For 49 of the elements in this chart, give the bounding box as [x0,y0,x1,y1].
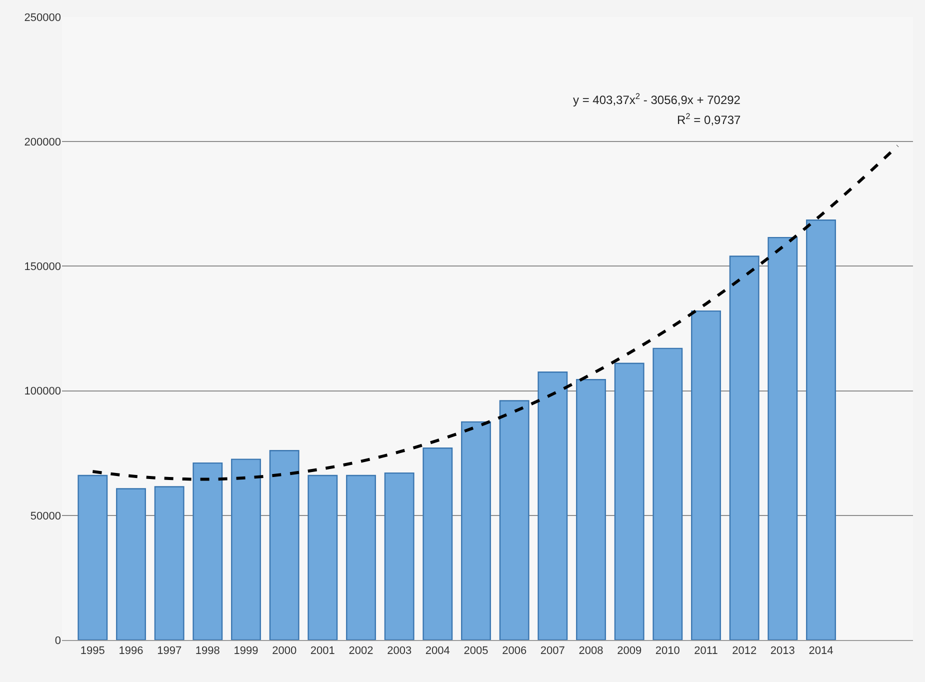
x-tick-label: 2007 [540,645,565,658]
bar [729,256,760,640]
bar [652,348,683,640]
bar [806,220,836,640]
bar [346,474,376,640]
x-tick-label: 2006 [502,645,527,658]
x-tick-label: 2008 [578,645,604,658]
x-tick-label: 1997 [157,645,182,658]
x-tick-label: 2003 [387,645,412,658]
x-tick-label: 2005 [464,645,488,658]
bar [384,472,414,640]
bar [154,486,184,640]
x-tick-label: 2001 [310,645,335,658]
line-series [91,144,900,481]
x-tick-label: 2011 [694,645,718,658]
x-tick-label: 1999 [234,645,258,658]
bar [499,400,530,640]
bar [308,474,338,640]
y-tick-label: 50000 [30,510,61,522]
bar [576,378,606,640]
annotation: y = 403,37x$^{2}$ - 3056,9x + 70292 [573,91,741,108]
x-tick-label: 1996 [118,645,144,658]
y-tick-label: 150000 [24,261,61,274]
y-tick-label: 200000 [24,136,61,148]
bar [116,488,146,640]
x-tick-label: 1998 [195,645,220,658]
bar [231,458,261,640]
y-tick-label: 0 [54,634,61,647]
bar [78,474,108,640]
x-tick-label: 2000 [272,645,297,658]
bar [691,310,721,640]
x-tick-label: 2002 [348,645,374,658]
bar [768,236,798,640]
bar [192,462,223,640]
x-tick-label: 2014 [808,645,834,658]
x-tick-label: 2012 [732,645,757,658]
bar [461,421,491,640]
bar [269,450,300,640]
bar [538,372,568,640]
annotation: R$^{2}$ = 0,9737 [677,111,742,128]
x-tick-label: 2010 [655,645,680,658]
bar [422,448,453,640]
x-tick-label: 2004 [425,645,450,658]
x-tick-label: 2009 [617,645,642,658]
x-tick-label: 2013 [770,645,795,658]
y-tick-label: 100000 [24,386,61,398]
x-tick-label: 1995 [80,645,105,658]
y-tick-label: 250000 [24,12,61,24]
bar [614,362,644,640]
